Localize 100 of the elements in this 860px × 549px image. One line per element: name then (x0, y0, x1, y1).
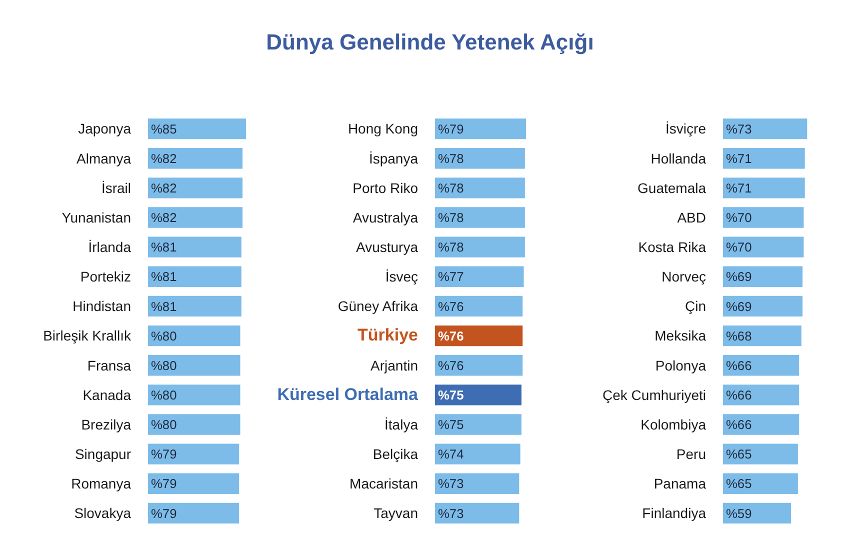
data-label: %78 (438, 180, 464, 196)
bar (148, 178, 243, 198)
y-tick-label: Yunanistan (62, 209, 131, 226)
data-label: %75 (438, 417, 464, 432)
data-label: %73 (438, 506, 464, 521)
bar (723, 118, 808, 140)
data-label: %80 (151, 328, 177, 344)
bar (148, 502, 240, 524)
y-tick-label: Panama (654, 476, 706, 492)
bar (723, 207, 804, 228)
data-label: %78 (438, 210, 464, 226)
y-tick-label: Hindistan (72, 298, 131, 314)
bar (435, 178, 525, 198)
data-label: %68 (726, 328, 752, 344)
y-tick-label: Portekiz (80, 268, 131, 285)
bar (723, 178, 805, 198)
chart-title: Dünya Genelinde Yetenek Açığı (266, 30, 594, 55)
y-tick-label: Küresel Ortalama (277, 384, 419, 404)
data-label: %76 (438, 298, 464, 314)
bar (723, 266, 803, 287)
bar (723, 473, 798, 494)
data-label: %79 (151, 476, 177, 492)
y-tick-label: Kolombiya (640, 416, 706, 432)
data-label: %71 (726, 180, 752, 196)
data-label: %82 (151, 150, 177, 166)
data-label: %80 (151, 358, 177, 373)
data-label: %69 (726, 298, 752, 314)
y-tick-label: Fransa (87, 357, 132, 374)
bar (148, 414, 240, 435)
y-tick-label: Birleşik Krallık (43, 328, 132, 344)
y-tick-label: Arjantin (370, 357, 418, 374)
bar (435, 355, 523, 376)
bar (148, 384, 240, 406)
y-tick-label: İsrail (101, 180, 131, 196)
y-tick-label: İrlanda (88, 238, 132, 255)
bar (435, 236, 525, 258)
data-label: %79 (151, 506, 177, 521)
data-label: %81 (151, 240, 177, 255)
bar (723, 296, 803, 317)
y-tick-label: Singapur (74, 446, 132, 462)
y-tick-label: Porto Riko (352, 180, 418, 196)
y-tick-label: İtalya (384, 416, 418, 432)
bar (723, 325, 802, 346)
data-label: %65 (726, 446, 752, 462)
y-tick-label: Polonya (655, 357, 706, 374)
bar (435, 118, 526, 140)
y-tick-label: İsviçre (666, 120, 706, 137)
data-label: %82 (151, 210, 177, 226)
bar (148, 296, 242, 317)
data-label: %75 (438, 388, 464, 403)
data-label: %81 (151, 269, 177, 284)
y-tick-label: Çin (684, 298, 706, 314)
y-tick-label: Brezilya (81, 416, 132, 432)
y-tick-label: Türkiye (358, 326, 418, 345)
bar (435, 414, 522, 435)
bar (435, 384, 522, 406)
y-tick-label: Avusturya (356, 238, 418, 255)
data-label: %70 (726, 210, 752, 226)
y-tick-label: Meksika (654, 328, 706, 344)
data-label: %76 (438, 358, 464, 373)
y-tick-label: Hong Kong (348, 120, 418, 137)
y-tick-label: Kosta Rika (638, 238, 706, 255)
bar (435, 148, 525, 169)
y-tick-label: İspanya (368, 150, 418, 166)
y-tick-label: Slovakya (74, 505, 132, 522)
data-label: %85 (151, 121, 177, 136)
bar (148, 266, 242, 287)
y-tick-label: Tayvan (374, 505, 418, 522)
bar (435, 296, 523, 317)
data-label: %73 (438, 476, 464, 492)
y-tick-label: Japonya (78, 120, 132, 137)
bar (723, 355, 800, 376)
data-label: %70 (726, 240, 752, 255)
data-label: %78 (438, 150, 464, 166)
y-tick-label: Norveç (662, 268, 706, 285)
data-label: %66 (726, 417, 752, 432)
data-label: %69 (726, 269, 752, 284)
data-label: %82 (151, 180, 177, 196)
bar (148, 207, 243, 228)
data-label: %66 (726, 358, 752, 373)
bar (148, 355, 240, 376)
data-label: %73 (726, 121, 752, 136)
y-tick-label: İsveç (385, 268, 418, 285)
data-label: %78 (438, 240, 464, 255)
bar (435, 502, 520, 524)
bar (723, 148, 805, 169)
y-tick-label: Romanya (71, 476, 132, 492)
y-tick-label: Peru (676, 446, 706, 462)
bar (435, 444, 520, 464)
bar (148, 236, 242, 258)
y-tick-label: Çek Cumhuriyeti (602, 386, 706, 403)
y-tick-label: Avustralya (352, 209, 418, 226)
data-label: %74 (438, 446, 464, 462)
bar (148, 444, 240, 464)
y-tick-label: Güney Afrika (338, 298, 418, 314)
data-label: %80 (151, 388, 177, 403)
data-label: %59 (726, 506, 752, 521)
data-label: %80 (151, 417, 177, 432)
y-tick-label: Belçika (372, 446, 418, 462)
bar (435, 266, 524, 287)
